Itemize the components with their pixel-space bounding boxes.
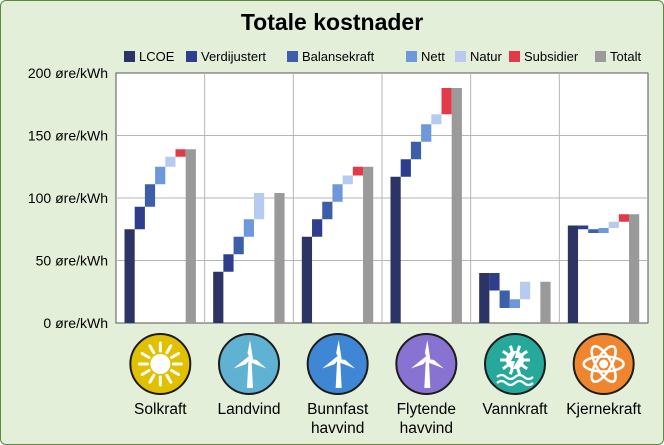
bar-bunnfast-havvind-nett <box>332 184 343 202</box>
bar-landvind-totalt <box>274 193 285 323</box>
y-tick-label-0: 0 øre/kWh <box>43 315 108 331</box>
category-vannkraft <box>479 273 551 323</box>
chart-title: Totale kostnader <box>241 9 423 35</box>
legend-label-nett: Nett <box>421 49 445 64</box>
bar-landvind-lcoe <box>213 271 224 323</box>
bar-kjernekraft-subsidier <box>618 214 630 222</box>
bar-flytende-havvind-natur <box>431 114 442 125</box>
wind-turbine-icon <box>306 333 369 395</box>
legend-swatch-totalt <box>595 51 606 62</box>
x-label-landvind: Landvind <box>218 401 281 418</box>
bar-bunnfast-havvind-subsidier <box>352 166 364 176</box>
bar-bunnfast-havvind-verdijustert <box>312 219 323 237</box>
bar-vannkraft-lcoe <box>479 273 490 323</box>
bar-solkraft-lcoe <box>124 229 135 323</box>
category-flytende-havvind <box>390 88 462 323</box>
bar-solkraft-balansekraft <box>144 184 156 207</box>
bar-vannkraft-nett <box>509 299 520 308</box>
legend-label-verdijustert: Verdijustert <box>201 49 266 64</box>
bar-landvind-nett <box>243 219 254 237</box>
legend-label-subsidier: Subsidier <box>524 49 579 64</box>
wind-turbine-icon <box>395 333 458 395</box>
bar-kjernekraft-natur <box>608 221 619 228</box>
gridlines <box>116 73 648 323</box>
x-label-havvind: havvind <box>311 420 364 437</box>
legend-swatch-balansekraft <box>287 51 298 62</box>
y-tick-label-50: 50 øre/kWh <box>36 253 108 269</box>
bar-landvind-natur <box>253 193 265 220</box>
bar-vannkraft-natur <box>519 281 531 300</box>
bar-flytende-havvind-lcoe <box>390 176 401 323</box>
legend-label-lcoe: LCOE <box>139 49 175 64</box>
y-tick-label-100: 100 øre/kWh <box>28 190 108 206</box>
category-bunnfast-havvind <box>301 166 374 323</box>
legend-label-natur: Natur <box>470 49 502 64</box>
bar-solkraft-totalt <box>185 149 196 323</box>
bar-vannkraft-verdijustert <box>489 273 500 291</box>
bar-bunnfast-havvind-natur <box>342 175 353 185</box>
category-landvind <box>213 193 285 323</box>
atom-icon <box>572 333 635 395</box>
x-label-solkraft: Solkraft <box>134 401 187 418</box>
x-label-vannkraft: Vannkraft <box>482 401 548 418</box>
category-icons <box>129 333 635 395</box>
bar-solkraft-subsidier <box>175 149 186 157</box>
bar-vannkraft-balansekraft <box>499 290 510 308</box>
bar-flytende-havvind-subsidier <box>441 88 452 115</box>
bar-flytende-havvind-nett <box>421 124 432 142</box>
bar-flytende-havvind-totalt <box>451 88 462 323</box>
bar-solkraft-natur <box>165 156 176 167</box>
legend-label-balansekraft: Balansekraft <box>302 49 375 64</box>
bar-vannkraft-totalt <box>540 281 551 323</box>
bar-flytende-havvind-verdijustert <box>400 159 411 177</box>
sun-icon <box>129 333 192 395</box>
bar-kjernekraft-lcoe <box>567 225 579 323</box>
bar-bunnfast-havvind-lcoe <box>301 236 313 323</box>
x-axis-labels: Solkraft Landvind Bunnfast havvind Flytende h… <box>134 401 642 437</box>
bar-landvind-verdijustert <box>223 254 234 272</box>
legend-label-totalt: Totalt <box>610 49 641 64</box>
category-kjernekraft <box>567 214 640 323</box>
x-label-bunnfast: Bunnfast <box>307 401 369 418</box>
y-axis: 0 øre/kWh 50 øre/kWh 100 øre/kWh 150 øre/kW… <box>28 65 108 331</box>
x-label-flytende: Flytende <box>397 401 456 418</box>
y-tick-label-200: 200 øre/kWh <box>28 65 108 81</box>
bar-bunnfast-havvind-totalt <box>363 166 374 323</box>
bar-kjernekraft-balansekraft <box>588 229 599 233</box>
bars <box>124 88 640 323</box>
legend-swatch-verdijustert <box>186 51 197 62</box>
wind-turbine-icon <box>218 333 280 395</box>
legend-swatch-nett <box>406 51 417 62</box>
x-label-havvind: havvind <box>400 420 453 437</box>
bar-flytende-havvind-balansekraft <box>410 141 422 160</box>
legend-swatch-natur <box>455 51 466 62</box>
legend: LCOE Verdijustert Balansekraft Nett Natur Sub… <box>124 49 641 64</box>
x-label-kjernekraft: Kjernekraft <box>566 401 642 418</box>
bar-solkraft-nett <box>155 166 166 185</box>
bar-solkraft-verdijustert <box>134 206 145 230</box>
bar-kjernekraft-nett <box>598 228 609 233</box>
legend-swatch-lcoe <box>124 51 135 62</box>
bar-landvind-balansekraft <box>233 236 244 255</box>
bar-kjernekraft-verdijustert <box>578 225 589 230</box>
water-turbine-icon <box>484 333 546 395</box>
legend-swatch-subsidier <box>509 51 520 62</box>
y-tick-label-150: 150 øre/kWh <box>28 128 108 144</box>
bar-kjernekraft-totalt <box>629 214 640 323</box>
category-solkraft <box>124 149 196 323</box>
bar-bunnfast-havvind-balansekraft <box>322 201 333 220</box>
